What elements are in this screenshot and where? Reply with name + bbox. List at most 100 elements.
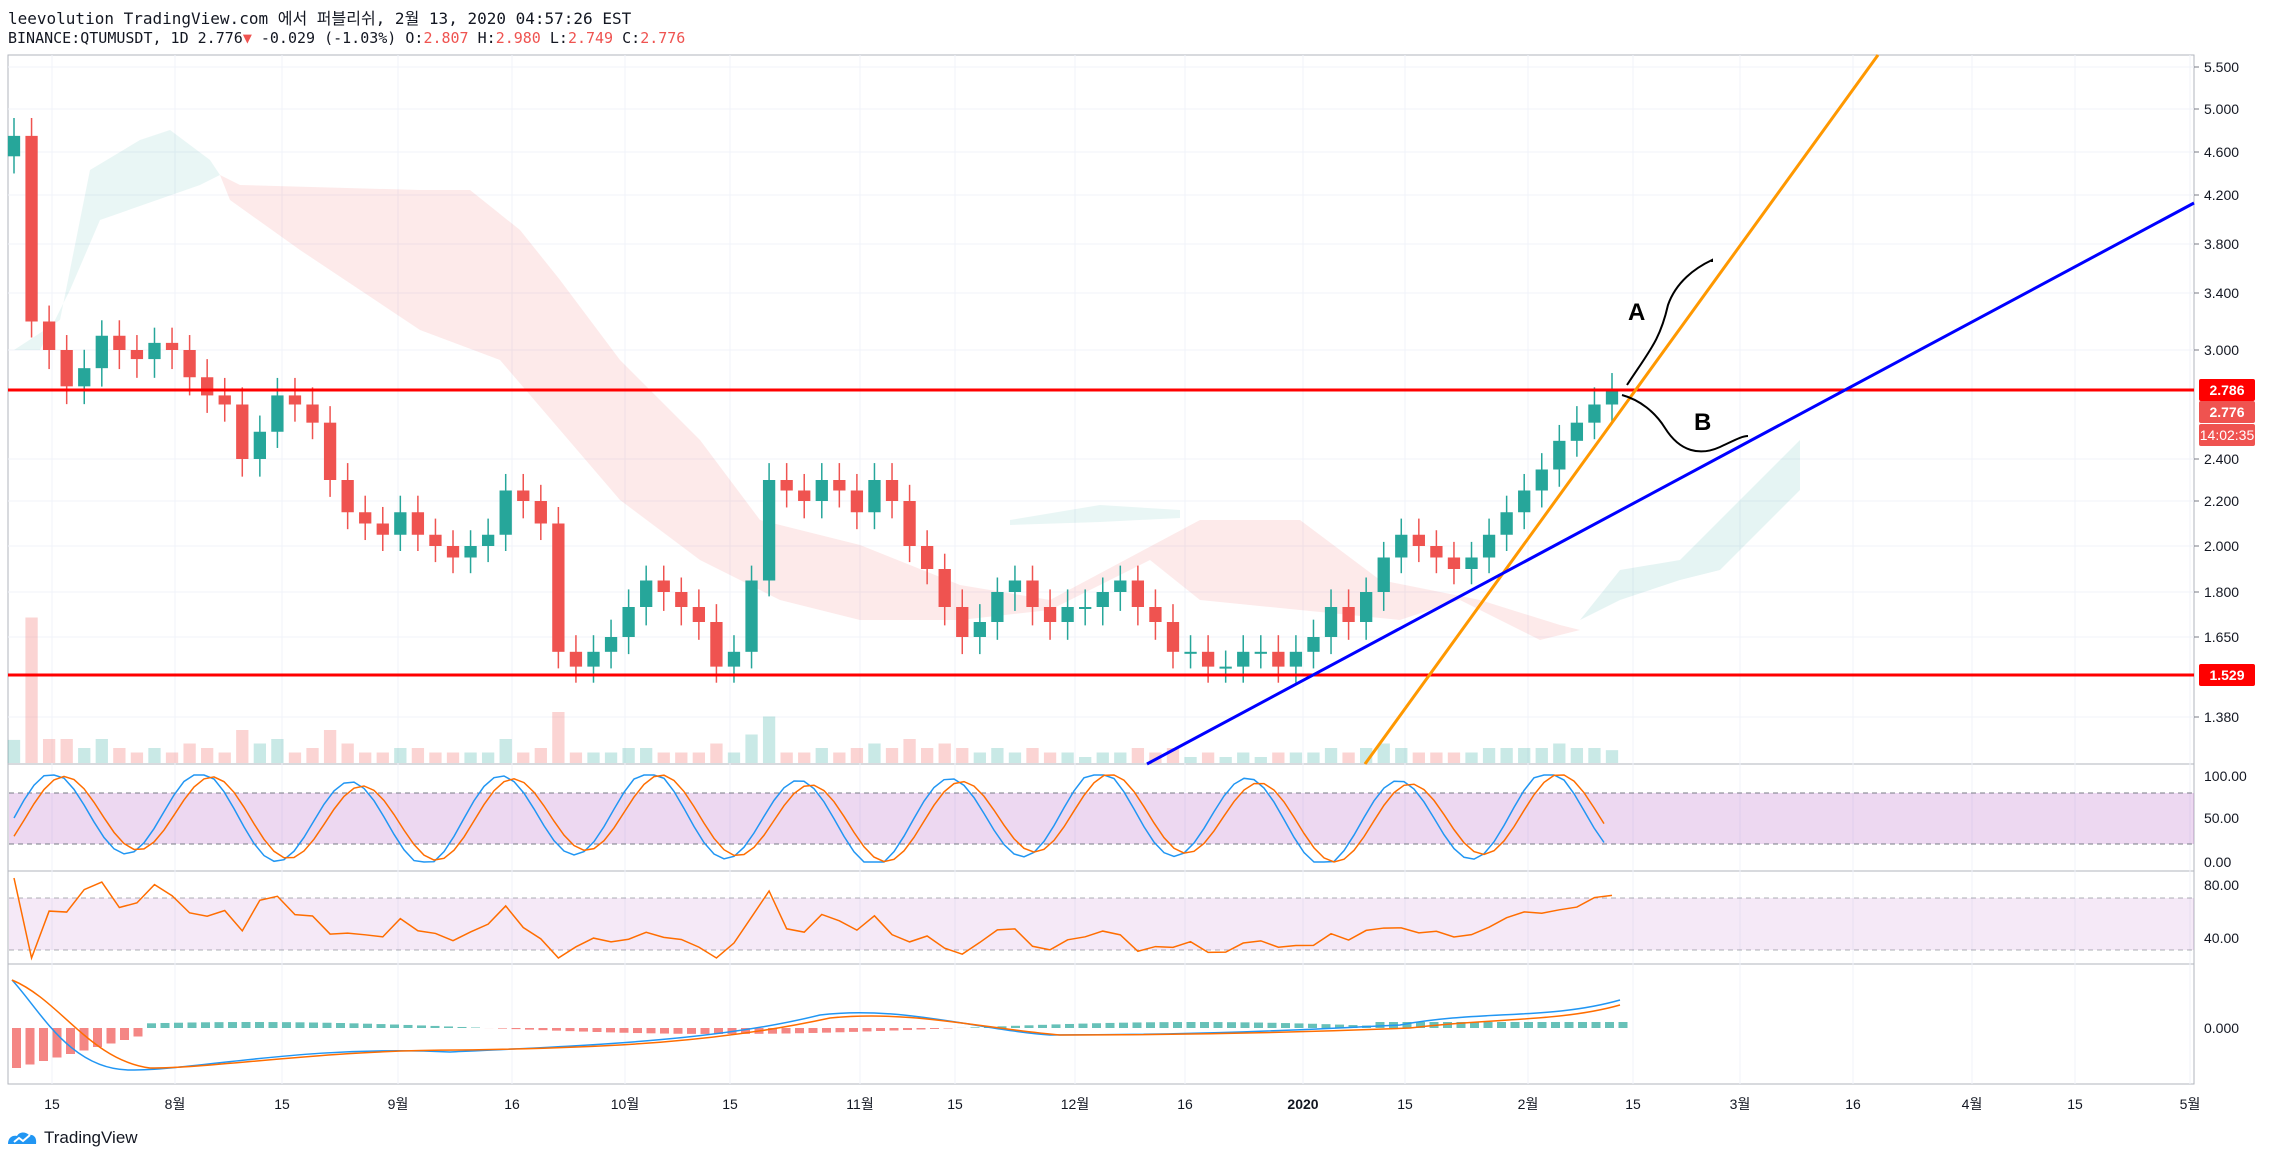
candle-body [745,580,758,652]
macd-histogram-bar [1564,1022,1574,1028]
candle-body [130,350,144,360]
volume-bar [745,734,758,763]
macd-histogram-bar [430,1025,440,1028]
volume-bar [306,748,319,763]
macd-histogram-bar [822,1028,831,1033]
volume-bar [1079,757,1092,763]
high-label: H: [477,29,496,47]
volume-bar [148,748,161,763]
tradingview-footer[interactable]: TradingView [6,1128,138,1148]
macd-histogram-bar [1497,1022,1506,1028]
volume-bar [481,752,495,763]
time-tick-label: 16 [504,1096,520,1112]
rsi-pane: 80.00 40.00 [9,877,2239,961]
low-label: L: [549,29,568,47]
volume-bar [1149,752,1162,763]
volume-bar [1237,752,1250,763]
macd-histogram-bar [565,1028,575,1032]
macd-histogram-bar [282,1022,291,1028]
blue-trendline[interactable] [1146,201,2195,766]
volume-bar [973,752,986,763]
macd-histogram-bar [862,1028,872,1032]
time-axis[interactable]: 15 8월 15 9월 16 10월 15 11월 15 12월 16 2020 15 2월 15 3월 16 4… [44,1096,2200,1112]
volume-bar [552,712,565,763]
macd-histogram-bar [228,1022,237,1028]
volume-bar [1535,748,1548,763]
volume-bar [1482,748,1496,763]
down-arrow-icon: ▼ [242,29,252,47]
time-tick-label: 15 [44,1096,60,1112]
open-label: O: [405,29,424,47]
candle-body [429,534,442,546]
price-tick-label: 1.380 [2204,709,2239,725]
candle-body [1061,607,1074,622]
macd-histogram-bar [349,1023,359,1028]
candle-body [1342,607,1355,622]
macd-histogram-bar [1065,1023,1074,1028]
volume-bar [587,752,600,763]
macd-histogram-bar [525,1028,534,1030]
volume-bar [657,752,670,763]
candle-body [1219,666,1232,669]
candle-body [253,431,266,459]
macd-histogram-bar [1281,1023,1290,1028]
bullish-cloud [1580,440,1800,620]
volume-bar [271,739,284,763]
volume-bar [868,743,881,763]
price-axis[interactable]: 5.500 5.000 4.600 4.200 3.800 3.400 3.000 2.400… [2194,59,2239,725]
candle-body [587,651,600,667]
candle-body [868,480,881,513]
macd-histogram-bar [147,1023,156,1028]
symbol-name[interactable]: BINANCE:QTUMUSDT, 1D [8,29,189,47]
volume-bar [341,743,354,763]
candle-body [657,580,670,592]
macd-histogram-bar [187,1022,197,1028]
candle-body [411,512,425,535]
volume-bar [60,739,73,763]
macd-histogram-bar [592,1028,602,1032]
orange-trendline[interactable] [1363,54,1880,765]
time-tick-label: 4월 [1962,1096,1983,1112]
volume-bar [464,752,477,763]
candle-body [7,135,21,157]
candle-body [727,651,741,667]
candle-body [1184,651,1197,654]
volume-bar [640,748,653,763]
scenario-a-path[interactable] [1626,258,1713,386]
volume-bar [25,617,38,763]
macd-histogram-bar [1267,1022,1277,1028]
scenario-b-path[interactable] [1621,394,1749,453]
macd-histogram-bar [12,1028,21,1068]
macd-histogram-bar [1524,1022,1533,1028]
macd-histogram-bar [1173,1022,1182,1028]
candle-body [1377,557,1390,592]
volume-bar [429,752,442,763]
volume-bar [95,739,108,763]
stoch-tick-label: 100.00 [2204,768,2247,784]
stoch-tick-label: 50.00 [2204,810,2239,826]
volume-bar [727,752,741,763]
bullish-cloud [1010,505,1180,525]
macd-histogram-bar [403,1024,413,1028]
candle-body [710,622,723,667]
macd-histogram-bar [1605,1022,1614,1028]
macd-histogram-bar [1456,1022,1466,1028]
macd-histogram-bar [997,1026,1007,1028]
macd-histogram-bar [390,1024,399,1028]
macd-histogram-bar [714,1028,723,1034]
candle-body [481,534,495,546]
time-tick-label: 2월 [1518,1096,1539,1112]
open-value: 2.807 [423,29,469,47]
candle-body [446,546,460,558]
candle-body [1605,390,1619,405]
candle-body [552,523,565,652]
macd-histogram-bar [417,1025,426,1028]
macd-histogram-bar [687,1028,696,1034]
volume-bar [833,752,846,763]
volume-bar [850,748,864,763]
macd-histogram-bar [268,1022,278,1028]
macd-histogram-bar [39,1028,48,1061]
volume-bar [1254,757,1267,763]
candle-body [25,135,38,322]
